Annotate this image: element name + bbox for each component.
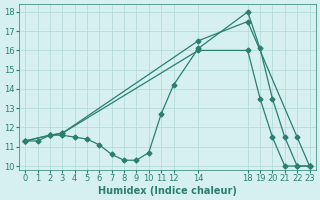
X-axis label: Humidex (Indice chaleur): Humidex (Indice chaleur)	[98, 186, 237, 196]
